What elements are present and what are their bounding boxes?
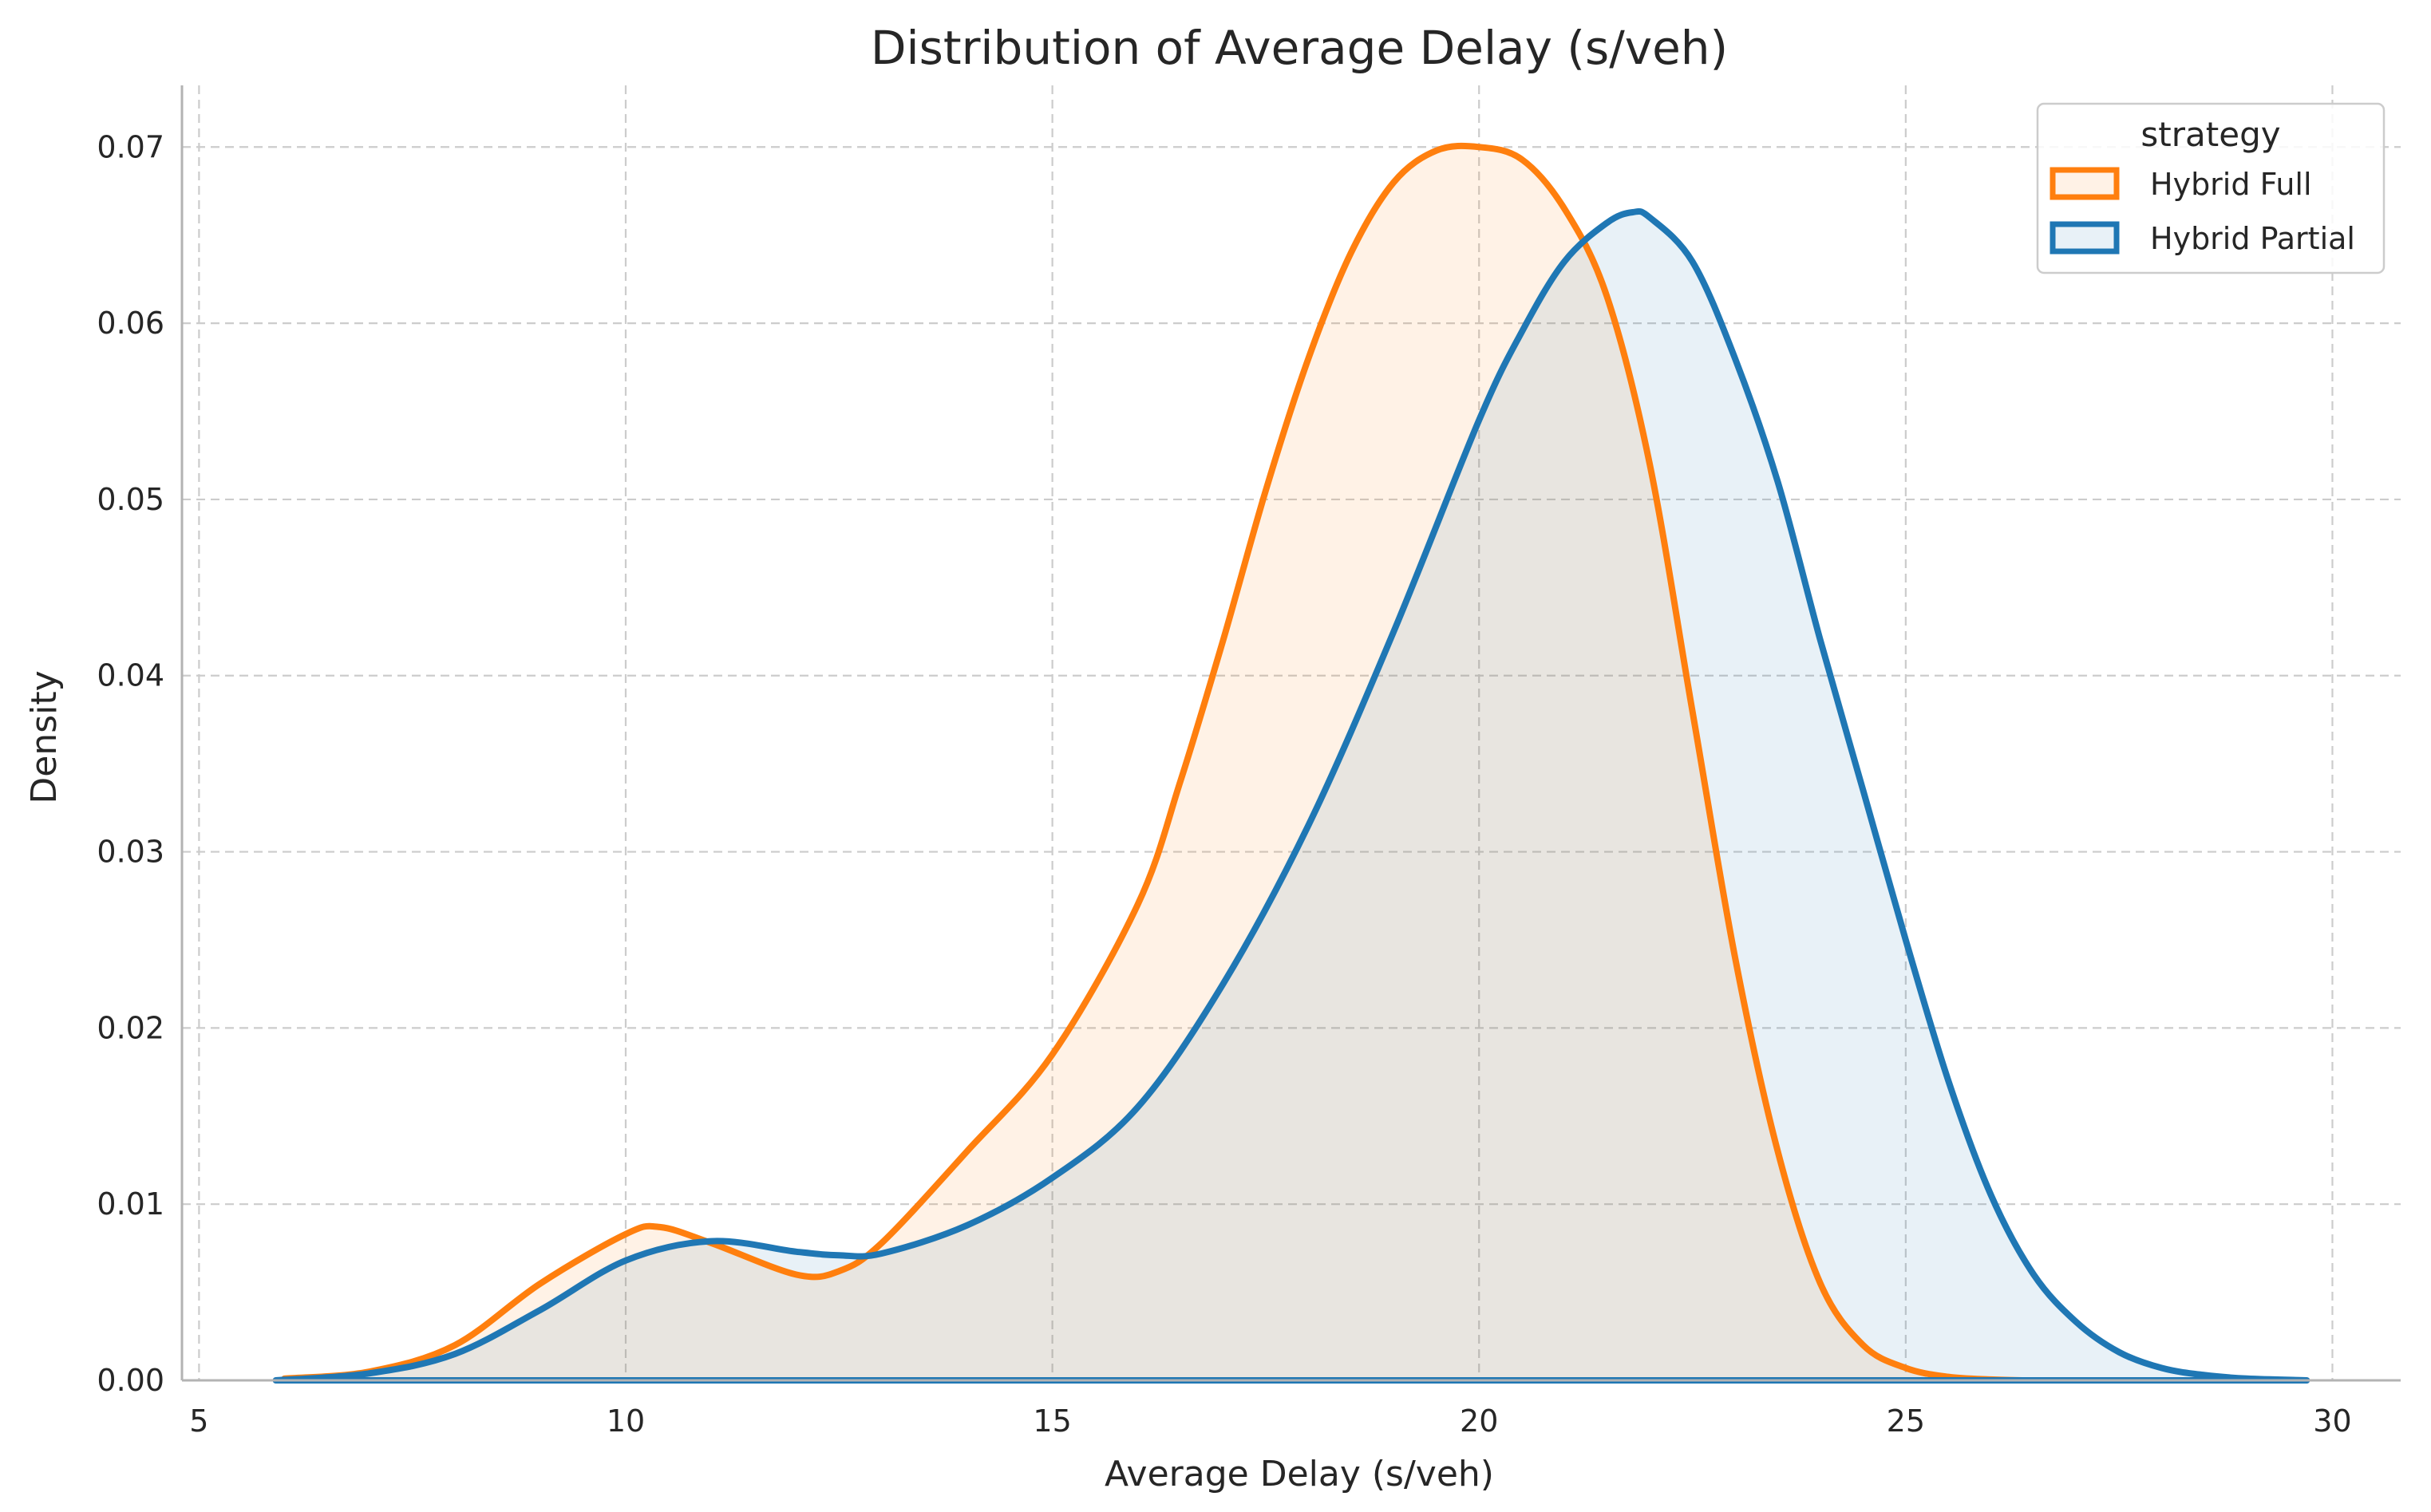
chart-title: Distribution of Average Delay (s/veh) xyxy=(871,21,1728,75)
legend-label-hybrid-full: Hybrid Full xyxy=(2150,167,2312,202)
density-fill-hybrid-partial xyxy=(275,211,2307,1380)
y-tick-label: 0.05 xyxy=(97,482,164,517)
density-fill-hybrid-full xyxy=(284,145,2026,1381)
y-tick-label: 0.07 xyxy=(97,129,164,164)
x-tick-label: 20 xyxy=(1460,1403,1498,1439)
legend-label-hybrid-partial: Hybrid Partial xyxy=(2150,221,2355,256)
axes xyxy=(180,85,2401,1382)
y-tick-label: 0.02 xyxy=(97,1010,164,1045)
density-fills xyxy=(275,145,2307,1381)
y-tick-label: 0.01 xyxy=(97,1186,164,1222)
x-tick-label: 15 xyxy=(1033,1403,1071,1439)
x-axis-label: Average Delay (s/veh) xyxy=(1105,1454,1494,1494)
y-tick-label: 0.00 xyxy=(97,1363,164,1398)
density-lines xyxy=(272,142,2310,1384)
grid xyxy=(182,85,2401,1380)
y-tick-label: 0.06 xyxy=(97,306,164,341)
legend-swatch-hybrid-partial xyxy=(2050,221,2120,255)
x-tick-label: 5 xyxy=(189,1403,208,1439)
x-tick-label: 30 xyxy=(2313,1403,2351,1439)
legend-item-hybrid-partial[interactable]: Hybrid Partial xyxy=(2050,221,2355,256)
legend-frame xyxy=(2036,102,2386,274)
x-tick-label: 25 xyxy=(1887,1403,1925,1439)
legend[interactable]: strategy Hybrid Full Hybrid Partial xyxy=(2036,102,2386,274)
density-line-hybrid-partial xyxy=(272,207,2310,1384)
legend-title: strategy xyxy=(2140,115,2280,154)
legend-item-hybrid-full[interactable]: Hybrid Full xyxy=(2050,167,2312,202)
y-axis-label: Density xyxy=(24,670,65,803)
x-tick-label: 10 xyxy=(607,1403,645,1439)
tick-labels: 5 10 15 20 25 30 0.00 0.01 0.02 0.03 0.04 0.05 0.06 0… xyxy=(97,129,2351,1439)
y-tick-label: 0.04 xyxy=(97,658,164,693)
y-tick-label: 0.03 xyxy=(97,835,164,870)
legend-swatch-hybrid-full xyxy=(2050,167,2120,200)
